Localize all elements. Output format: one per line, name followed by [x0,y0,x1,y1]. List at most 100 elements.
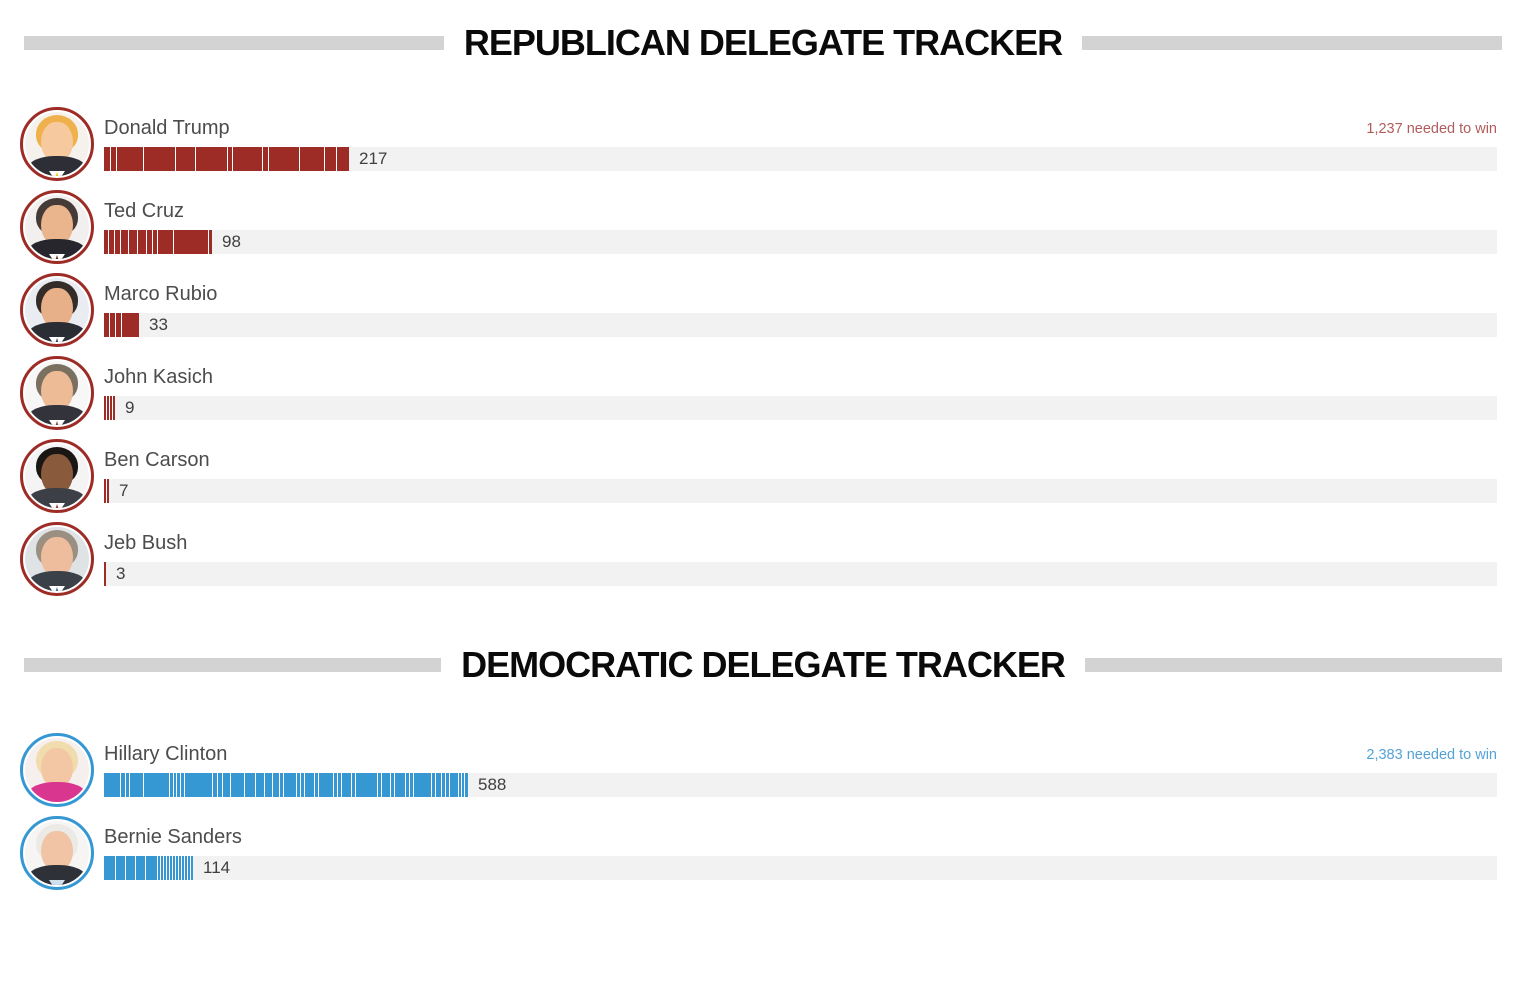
candidate-photo [25,444,89,508]
bar-segment [465,773,468,797]
section-title: REPUBLICAN DELEGATE TRACKER [463,22,1063,63]
tie-shape [53,255,61,259]
face-shape [41,205,73,245]
bar-segment [297,773,300,797]
delegate-count: 588 [478,775,507,794]
delegate-count: 9 [125,398,135,417]
bar-segment [319,773,333,797]
delegate-bar-track: 588 [104,773,1497,797]
delegate-bar-track: 98 [104,230,1497,254]
face-shape [41,371,73,411]
tie-shape [53,172,61,176]
bar-segment [395,773,405,797]
bar-segment [352,773,355,797]
avatar [20,816,94,890]
avatar [20,273,94,347]
bar-segment [231,773,244,797]
bar-segment [146,856,157,880]
bar-segment [104,396,106,420]
candidate-row: Ted Cruz 98 [0,190,1526,282]
delegate-count: 3 [116,564,126,583]
header-rule-left [24,36,444,50]
delegate-count: 7 [119,481,129,500]
bar-segment [228,147,232,171]
delegate-bar [104,562,106,586]
bar-segment [280,773,283,797]
bar-segment [245,773,255,797]
delegate-count: 114 [203,858,231,877]
bar-segment [126,856,135,880]
candidate-rows: Donald Trump 217 1,237 needed to win Ted… [0,107,1526,614]
bar-segment [191,856,193,880]
bar-segment [177,773,180,797]
candidate-photo [25,361,89,425]
bar-segment [196,147,227,171]
bar-segment [109,230,114,254]
bar-segment [176,856,178,880]
bar-segment [104,856,115,880]
bar-segment [121,230,128,254]
bar-segment [158,856,160,880]
bar-segment [391,773,394,797]
face-shape [41,288,73,328]
bar-segment [110,396,112,420]
candidate-photo [25,821,89,885]
republican-tracker-section: REPUBLICAN DELEGATE TRACKER Donald Trump… [0,20,1526,614]
avatar [20,439,94,513]
bar-segment [185,856,187,880]
bar-segment [147,230,152,254]
delegate-bar-track: 33 [104,313,1497,337]
bar-segment [284,773,296,797]
delegate-bar-track: 7 [104,479,1497,503]
bar-segment [432,773,435,797]
tie-shape [53,421,61,425]
avatar [20,190,94,264]
bar-segment [176,147,195,171]
bar-segment [256,773,264,797]
delegate-count: 217 [359,149,388,168]
section-header: DEMOCRATIC DELEGATE TRACKER [0,642,1526,688]
avatar [20,107,94,181]
bar-segment [144,773,169,797]
bar-segment [181,773,184,797]
bar-segment [337,147,349,171]
delegate-bar [104,773,468,797]
bar-segment [144,147,175,171]
bar-segment [338,773,341,797]
bar-segment [170,856,172,880]
delegate-bar [104,313,139,337]
bar-segment [450,773,458,797]
bar-segment [113,396,115,420]
bar-segment [342,773,351,797]
bar-segment [153,230,157,254]
bar-segment [104,479,106,503]
bar-segment [334,773,337,797]
bar-segment [122,313,139,337]
section-title: DEMOCRATIC DELEGATE TRACKER [461,644,1066,685]
bar-segment [173,856,175,880]
bar-segment [410,773,413,797]
bar-segment [218,773,222,797]
bar-segment [446,773,449,797]
bar-segment [305,773,314,797]
face-shape [41,831,73,871]
delegate-bar-track: 9 [104,396,1497,420]
bar-segment [378,773,381,797]
bar-segment [116,313,121,337]
delegate-bar-track: 114 [104,856,1497,880]
suit-shape [28,156,86,176]
candidate-name: Jeb Bush [104,532,188,554]
suit-shape [28,239,86,259]
suit-shape [28,405,86,425]
bar-segment [110,313,115,337]
candidate-photo [25,738,89,802]
face-shape [41,454,73,494]
bar-segment [325,147,336,171]
suit-shape [28,865,86,885]
bar-segment [188,856,190,880]
shirt-shape [49,880,65,885]
candidate-photo [25,527,89,591]
bar-segment [117,147,143,171]
candidate-row: Ben Carson 7 [0,439,1526,531]
bar-segment [116,856,125,880]
